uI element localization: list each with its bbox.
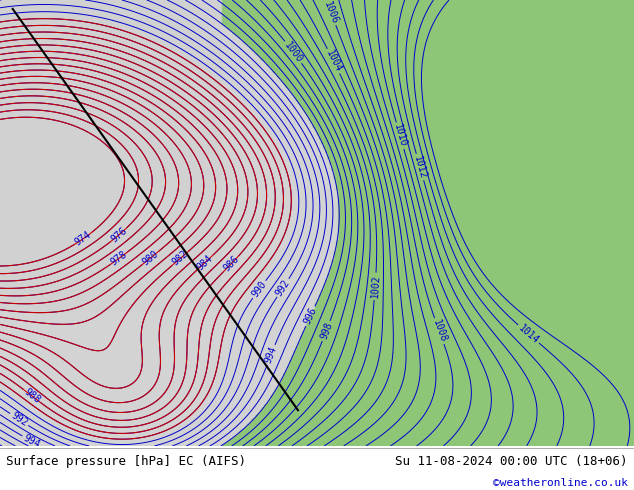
Text: 980: 980 bbox=[141, 248, 160, 268]
Text: 978: 978 bbox=[108, 249, 129, 268]
Text: 982: 982 bbox=[171, 249, 190, 268]
Text: 976: 976 bbox=[109, 225, 129, 245]
Text: 1014: 1014 bbox=[516, 322, 541, 345]
Text: 994: 994 bbox=[22, 433, 42, 450]
Text: 990: 990 bbox=[250, 279, 268, 299]
Text: 1000: 1000 bbox=[282, 40, 304, 65]
Text: 1012: 1012 bbox=[412, 154, 428, 180]
Text: 1008: 1008 bbox=[430, 318, 448, 344]
Text: 1004: 1004 bbox=[324, 49, 343, 74]
Text: 996: 996 bbox=[302, 306, 319, 326]
Text: 988: 988 bbox=[22, 387, 42, 405]
Text: ©weatheronline.co.uk: ©weatheronline.co.uk bbox=[493, 478, 628, 489]
Text: 974: 974 bbox=[74, 229, 93, 248]
Text: 992: 992 bbox=[274, 278, 292, 298]
Text: 986: 986 bbox=[221, 254, 241, 274]
Text: 998: 998 bbox=[318, 321, 334, 341]
Text: 992: 992 bbox=[9, 411, 29, 429]
Text: 994: 994 bbox=[263, 345, 279, 365]
Text: 984: 984 bbox=[195, 253, 215, 272]
Text: 1006: 1006 bbox=[322, 0, 340, 25]
Text: 1002: 1002 bbox=[370, 274, 381, 298]
Text: Surface pressure [hPa] EC (AIFS): Surface pressure [hPa] EC (AIFS) bbox=[6, 455, 247, 468]
Text: Su 11-08-2024 00:00 UTC (18+06): Su 11-08-2024 00:00 UTC (18+06) bbox=[395, 455, 628, 468]
Text: 1010: 1010 bbox=[392, 123, 408, 148]
